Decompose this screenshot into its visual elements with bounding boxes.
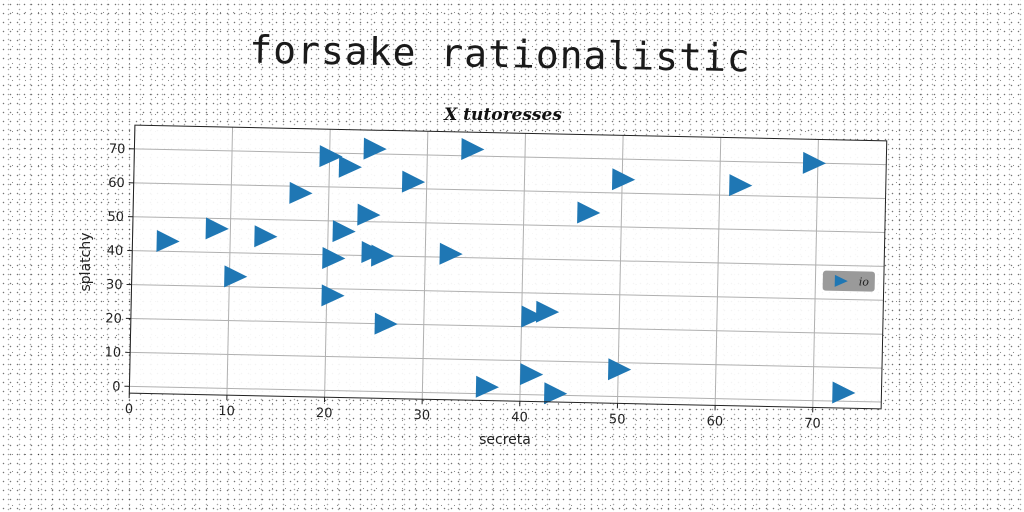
y-tick-label: 20 bbox=[105, 311, 122, 326]
grid-lines bbox=[128, 125, 887, 408]
y-tick-label: 40 bbox=[107, 244, 124, 259]
y-tick-label: 60 bbox=[108, 176, 125, 191]
y-grid-line bbox=[130, 317, 883, 335]
data-point bbox=[156, 229, 180, 252]
data-point bbox=[577, 201, 601, 224]
x-grid-line bbox=[714, 137, 722, 406]
x-axis-label: secreta bbox=[479, 432, 531, 448]
x-tick-label: 20 bbox=[316, 406, 333, 421]
y-axis-label: splatchy bbox=[78, 233, 94, 292]
data-point bbox=[319, 145, 343, 168]
data-point bbox=[254, 225, 278, 248]
data-point bbox=[729, 174, 753, 197]
data-point bbox=[439, 242, 463, 265]
plot-background bbox=[129, 125, 887, 409]
plot-area: 0 10 20 30 40 50 60 70 0 10 20 30 40 50 60 70 io bbox=[104, 124, 888, 432]
y-grid-line bbox=[132, 216, 885, 233]
y-tick-label: 0 bbox=[112, 379, 121, 394]
data-point bbox=[322, 247, 346, 270]
x-tick-label: 10 bbox=[218, 404, 235, 419]
legend-label: io bbox=[859, 275, 870, 288]
data-point bbox=[475, 375, 499, 398]
x-tick-label: 30 bbox=[413, 408, 430, 423]
y-tick-label: 70 bbox=[109, 142, 126, 157]
plot-frame bbox=[128, 124, 888, 410]
data-point bbox=[543, 382, 568, 405]
x-grid-line bbox=[226, 127, 234, 396]
y-tick-label: 10 bbox=[104, 345, 121, 360]
data-point bbox=[338, 155, 362, 178]
data-point bbox=[363, 137, 387, 160]
y-grid-line bbox=[132, 250, 885, 267]
x-tick-label: 70 bbox=[804, 416, 821, 431]
legend-marker-icon bbox=[834, 274, 848, 287]
x-grid-line bbox=[812, 139, 819, 408]
chart-title: X tutoresses bbox=[443, 105, 562, 125]
data-point bbox=[519, 363, 544, 386]
data-point bbox=[205, 217, 229, 240]
x-tick-label: 60 bbox=[706, 414, 723, 429]
data-point bbox=[461, 137, 485, 160]
x-tick-label: 40 bbox=[511, 410, 528, 425]
data-point bbox=[224, 265, 248, 288]
data-point bbox=[357, 203, 381, 226]
data-point bbox=[401, 170, 426, 193]
y-tick-label: 30 bbox=[106, 278, 123, 293]
legend: io bbox=[822, 270, 875, 292]
x-tick-label: 50 bbox=[609, 412, 626, 427]
data-points bbox=[156, 137, 856, 405]
data-point bbox=[535, 300, 560, 323]
x-tick-label: 0 bbox=[125, 402, 134, 417]
y-tick-label: 50 bbox=[107, 210, 124, 225]
x-grid-line bbox=[519, 133, 526, 402]
data-point bbox=[332, 220, 356, 243]
y-grid-line bbox=[134, 148, 887, 166]
data-point bbox=[832, 381, 856, 404]
data-point bbox=[611, 168, 636, 191]
data-point bbox=[371, 244, 395, 267]
x-grid-line bbox=[421, 131, 429, 400]
data-point bbox=[521, 305, 545, 328]
data-point bbox=[321, 284, 345, 307]
axis-ticks: 0 10 20 30 40 50 60 70 0 10 20 30 40 50 60 70 bbox=[104, 142, 821, 432]
data-point bbox=[607, 358, 632, 381]
y-grid-line bbox=[129, 385, 882, 403]
y-grid-line bbox=[133, 182, 886, 200]
data-point bbox=[289, 181, 313, 204]
data-point bbox=[374, 312, 398, 335]
y-grid-line bbox=[130, 351, 882, 369]
data-point bbox=[802, 151, 827, 174]
y-grid-line bbox=[131, 284, 884, 301]
